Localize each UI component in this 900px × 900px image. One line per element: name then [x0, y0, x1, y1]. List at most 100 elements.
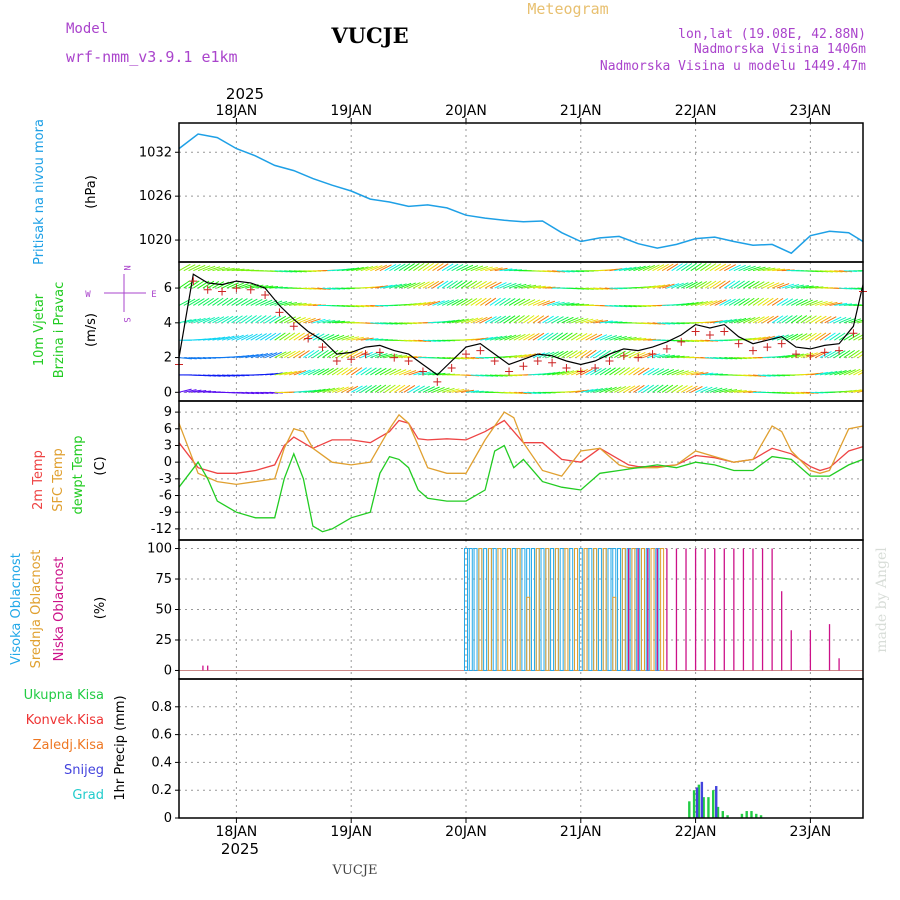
wind-arrow: [705, 373, 719, 376]
wind-arrow: [379, 353, 393, 359]
wind-arrow: [724, 298, 736, 306]
wind-arrow: [432, 263, 444, 272]
wind-arrow: [829, 370, 843, 376]
wind-arrow: [853, 369, 863, 376]
wind-arrow: [260, 315, 272, 324]
wind-arrow: [671, 282, 684, 289]
wind-gust-mark: [218, 287, 227, 296]
wind-arrow: [757, 336, 771, 341]
wind-arrow: [585, 388, 599, 393]
wind-arrow: [489, 315, 502, 324]
temp-ylabel-2m: 2m Temp: [31, 450, 46, 510]
wind-arrow: [250, 298, 263, 306]
wind-arrow: [207, 297, 219, 306]
cloud-bar-high: [588, 548, 593, 671]
wind-gust-mark: [634, 353, 643, 362]
wind-arrow: [288, 350, 301, 358]
wind-arrow: [862, 356, 863, 358]
pressure-line: [178, 133, 864, 255]
wind-arrow: [494, 267, 508, 272]
wind-arrow: [733, 264, 746, 272]
wind-arrow: [322, 319, 336, 324]
wind-arrow: [370, 367, 382, 376]
wind-arrow: [269, 351, 282, 359]
wind-arrow: [805, 285, 819, 289]
wind-arrow: [202, 265, 216, 272]
wind-arrow: [504, 282, 517, 289]
wind-arrow: [360, 351, 373, 359]
wind-arrow: [260, 299, 273, 306]
wind-arrow: [327, 367, 339, 376]
wind-arrow: [350, 367, 363, 376]
wind-arrow: [441, 319, 455, 324]
wind-arrow: [661, 283, 675, 289]
wind-arrow: [795, 333, 808, 341]
wind-arrow: [202, 297, 215, 306]
cloud-ylabel-mid: Srednja Oblacnost: [29, 550, 44, 669]
wind-arrow: [542, 372, 556, 376]
ytick-label-precip-0: 0.8: [151, 700, 172, 715]
wind-arrow: [657, 368, 670, 376]
wind-arrow: [303, 369, 316, 376]
cloud-bar-mid: [593, 548, 598, 671]
wind-arrow: [332, 320, 346, 324]
cloud-bar-high: [530, 548, 535, 671]
wind-arrow: [748, 337, 762, 341]
wind-arrow: [226, 315, 239, 324]
wind-arrow: [599, 350, 612, 358]
wind-arrow: [561, 316, 574, 324]
wind-arrow: [312, 388, 326, 393]
wind-arrow: [317, 319, 331, 324]
wind-arrow: [451, 298, 464, 306]
wind-arrow: [365, 384, 377, 393]
wind-arrow: [212, 316, 225, 324]
wind-arrow: [494, 315, 507, 324]
wind-arrow: [202, 337, 216, 341]
cloud-bar-high: [617, 548, 622, 671]
wind-arrow: [652, 353, 666, 359]
wind-arrow: [303, 317, 316, 324]
wind-arrow: [752, 297, 765, 306]
wind-arrow: [441, 263, 454, 272]
precip-legend: Ukupna Kisa Konvek.Kisa Zaledj.Kisa Snij…: [24, 688, 104, 803]
wind-arrow: [628, 367, 640, 376]
wind-arrow: [805, 352, 818, 359]
wind-gust-mark: [734, 339, 743, 348]
wind-arrow: [398, 355, 412, 359]
wind-arrow: [623, 266, 637, 272]
precip-bar-0: [755, 813, 758, 818]
wind-arrow: [575, 368, 588, 376]
ytick-label-cloud-4: 0: [164, 663, 172, 678]
wind-arrow: [350, 385, 363, 393]
wind-arrow: [336, 386, 349, 393]
wind-arrow: [728, 318, 742, 324]
wind-arrow: [528, 285, 542, 289]
wind-arrow: [341, 386, 354, 393]
wind-arrow: [456, 318, 470, 324]
wind-arrow: [532, 332, 545, 341]
wind-arrow: [499, 297, 511, 306]
wind-arrow: [633, 265, 646, 272]
wind-gust-mark: [246, 285, 255, 294]
wind-arrow: [776, 355, 790, 359]
wind-arrow: [800, 332, 813, 341]
cloud-bar-high: [492, 548, 497, 671]
xtick-label-top-2: 20JAN: [445, 103, 487, 119]
wind-arrow: [451, 280, 463, 289]
wind-gust-mark: [519, 362, 528, 371]
cloud-bar-mid: [574, 548, 579, 671]
wind-arrow: [451, 319, 465, 324]
wind-arrow: [470, 265, 484, 272]
wind-arrow: [403, 385, 416, 393]
wind-arrow: [422, 301, 436, 306]
wind-arrow: [365, 352, 378, 359]
wind-arrow: [480, 336, 494, 341]
cloud-bar-mid: [507, 548, 512, 671]
wind-arrow: [284, 301, 297, 306]
wind-arrow: [857, 371, 863, 376]
wind-arrow: [594, 387, 608, 393]
wind-arrow: [781, 283, 795, 289]
ytick-label-temperature-2: 3: [164, 438, 172, 453]
wind-arrow: [767, 268, 781, 272]
wind-arrow: [260, 332, 272, 341]
